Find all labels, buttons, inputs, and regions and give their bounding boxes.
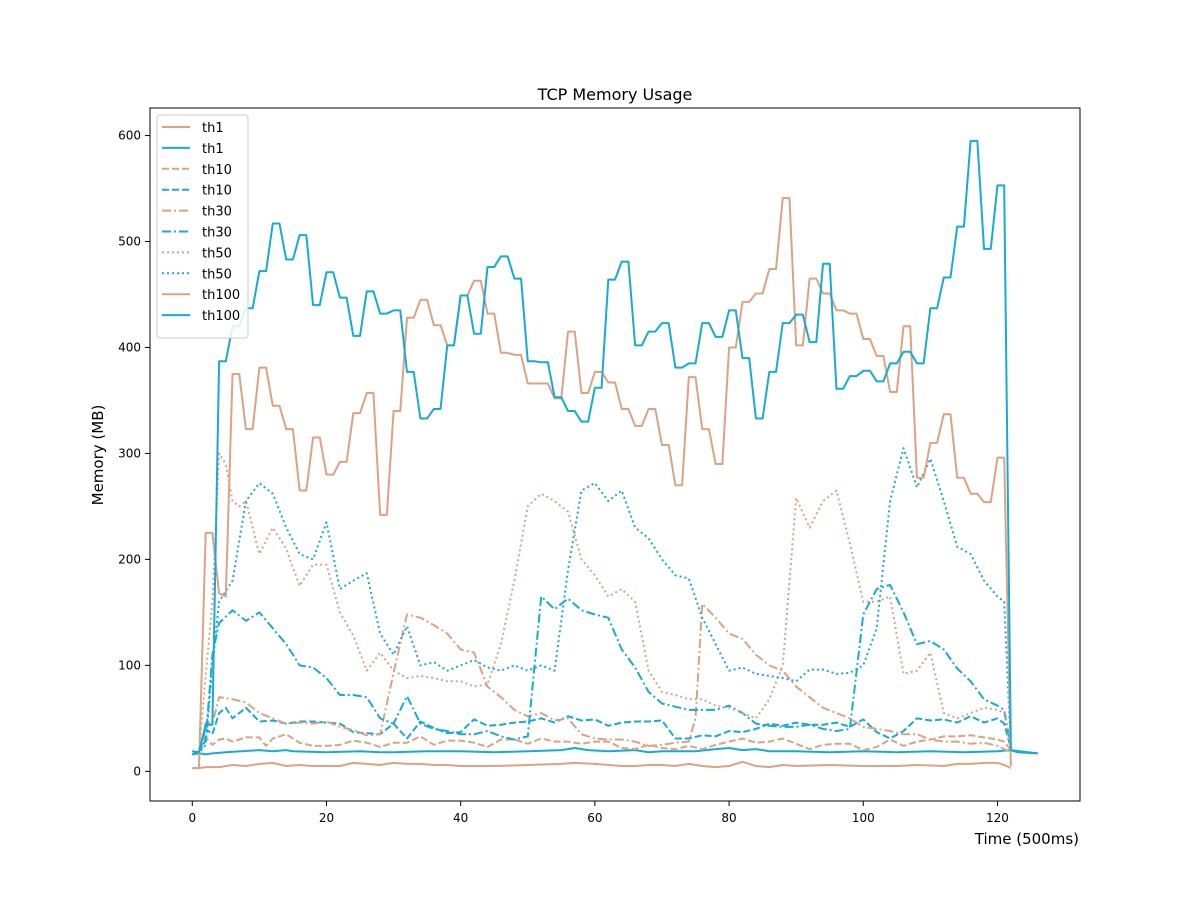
y-tick-label: 100 [118, 658, 141, 672]
y-axis: 0 100 200 300 400 500 600 [118, 129, 150, 778]
legend-label: th30 [202, 226, 232, 241]
y-axis-label: Memory (MB) [89, 405, 107, 506]
legend: th1 th1 th10 th10 th30 th30 th50 th50 th100 th100 [156, 114, 249, 339]
legend-box [156, 114, 249, 339]
series-line-th1-1 [191, 747, 1038, 756]
legend-label: th10 [202, 184, 232, 199]
x-tick-label: 80 [721, 811, 736, 825]
plot-series-group [191, 139, 1038, 770]
series-line-th50-7 [192, 447, 1012, 756]
legend-label: th100 [202, 288, 240, 303]
series-line-th50-6 [191, 452, 1012, 756]
legend-label: th50 [202, 246, 232, 261]
y-tick-label: 300 [118, 446, 141, 460]
legend-label: th100 [202, 309, 240, 324]
y-tick-label: 400 [118, 340, 141, 354]
series-line-th10-3 [191, 706, 1012, 756]
x-tick-label: 100 [852, 811, 875, 825]
legend-label: th50 [202, 267, 232, 282]
plot-frame [149, 107, 1081, 802]
legend-label: th1 [202, 142, 224, 157]
x-tick-label: 60 [587, 811, 602, 825]
x-tick-label: 0 [188, 811, 196, 825]
series-line-th30-4 [192, 602, 1012, 756]
y-tick-label: 500 [118, 235, 141, 249]
x-axis: 0 20 40 60 80 100 120 [188, 801, 1009, 825]
x-tick-label: 20 [319, 811, 334, 825]
legend-label: th1 [202, 121, 224, 136]
x-axis-label: Time (500ms) [974, 830, 1079, 848]
y-tick-label: 600 [118, 129, 141, 143]
legend-label: th30 [202, 205, 232, 220]
legend-label: th10 [202, 163, 232, 178]
chart-title: TCP Memory Usage [537, 85, 693, 104]
series-line-th1-0 [192, 760, 1012, 770]
series-line-th100-9 [192, 139, 1038, 755]
y-tick-label: 200 [118, 552, 141, 566]
series-line-th10-2 [191, 733, 1012, 756]
x-tick-label: 40 [453, 811, 468, 825]
x-tick-label: 120 [986, 811, 1009, 825]
series-line-th30-5 [192, 583, 1012, 756]
y-tick-label: 0 [133, 764, 141, 778]
